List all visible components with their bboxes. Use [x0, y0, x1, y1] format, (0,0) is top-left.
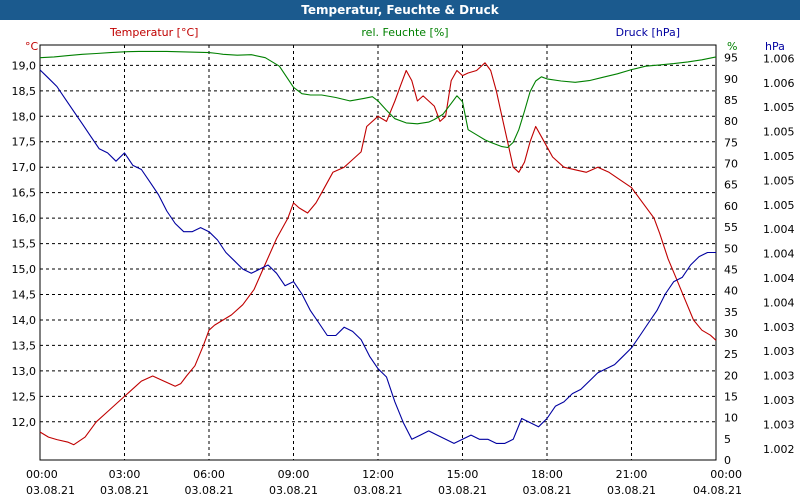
pressure-tick-label: 1.006: [763, 77, 795, 90]
temperature-tick-label: 14,5: [12, 289, 37, 302]
pressure-tick-label: 1.003: [763, 418, 795, 431]
temperature-tick-label: 16,5: [12, 187, 37, 200]
pressure-tick-label: 1.005: [763, 126, 795, 139]
humidity-tick-label: 20: [724, 369, 738, 382]
temperature-tick-label: 15,5: [12, 238, 37, 251]
x-tick-time: 18:00: [531, 468, 563, 481]
temperature-tick-label: 12,0: [12, 416, 37, 429]
temperature-axis-label: Temperatur [°C]: [109, 26, 198, 39]
humidity-tick-label: 35: [724, 306, 738, 319]
x-tick-date: 03.08.21: [100, 484, 149, 497]
temperature-tick-label: 14,0: [12, 314, 37, 327]
humidity-tick-label: 15: [724, 390, 738, 403]
x-tick-date: 03.08.21: [26, 484, 75, 497]
pressure-tick-label: 1.005: [763, 174, 795, 187]
x-tick-time: 15:00: [447, 468, 479, 481]
x-tick-time: 21:00: [616, 468, 648, 481]
x-tick-time: 00:00: [26, 468, 58, 481]
pressure-tick-label: 1.005: [763, 101, 795, 114]
humidity-tick-label: 55: [724, 221, 738, 234]
pressure-unit: hPa: [765, 40, 785, 53]
x-tick-date: 03.08.21: [607, 484, 656, 497]
x-tick-date: 03.08.21: [354, 484, 403, 497]
x-tick-date: 03.08.21: [185, 484, 234, 497]
temperature-line: [39, 62, 717, 446]
humidity-tick-label: 90: [724, 73, 738, 86]
pressure-line: [39, 69, 716, 444]
pressure-tick-label: 1.003: [763, 370, 795, 383]
pressure-tick-label: 1.005: [763, 150, 795, 163]
pressure-tick-label: 1.004: [763, 296, 795, 309]
temperature-tick-label: 17,0: [12, 161, 37, 174]
humidity-tick-label: 65: [724, 179, 738, 192]
pressure-tick-label: 1.006: [763, 52, 795, 65]
humidity-tick-label: 30: [724, 327, 738, 340]
humidity-line: [39, 50, 717, 149]
pressure-tick-label: 1.004: [763, 223, 795, 236]
temperature-tick-label: 13,0: [12, 365, 37, 378]
pressure-tick-label: 1.002: [763, 443, 795, 456]
humidity-tick-label: 10: [724, 412, 738, 425]
temperature-tick-label: 16,0: [12, 212, 37, 225]
temperature-tick-label: 15,0: [12, 263, 37, 276]
x-tick-time: 00:00: [710, 468, 742, 481]
chart-title: Temperatur, Feuchte & Druck: [0, 0, 800, 20]
pressure-tick-label: 1.003: [763, 394, 795, 407]
x-tick-time: 12:00: [362, 468, 394, 481]
x-tick-date: 03.08.21: [438, 484, 487, 497]
humidity-tick-label: 0: [724, 454, 731, 467]
pressure-axis-label: Druck [hPa]: [616, 26, 680, 39]
temperature-tick-label: 12,5: [12, 390, 37, 403]
pressure-tick-label: 1.003: [763, 321, 795, 334]
humidity-tick-label: 25: [724, 348, 738, 361]
humidity-tick-label: 70: [724, 158, 738, 171]
humidity-tick-label: 85: [724, 94, 738, 107]
x-tick-date: 03.08.21: [523, 484, 572, 497]
humidity-tick-label: 60: [724, 200, 738, 213]
x-tick-date: 03.08.21: [269, 484, 318, 497]
temperature-tick-label: 13,5: [12, 339, 37, 352]
temperature-tick-label: 19,0: [12, 59, 37, 72]
humidity-tick-label: 95: [724, 52, 738, 65]
humidity-tick-label: 50: [724, 242, 738, 255]
axes: 00:00 03.08.21 03:00 03.08.21 06:00 03.08.21 0…: [12, 52, 795, 497]
pressure-tick-label: 1.005: [763, 199, 795, 212]
temperature-tick-label: 18,0: [12, 110, 37, 123]
pressure-tick-label: 1.003: [763, 345, 795, 358]
x-tick-time: 06:00: [193, 468, 225, 481]
x-tick-time: 09:00: [278, 468, 310, 481]
humidity-axis-label: rel. Feuchte [%]: [361, 26, 448, 39]
plot-area: [39, 44, 717, 461]
temperature-tick-label: 18,5: [12, 85, 37, 98]
humidity-tick-label: 80: [724, 115, 738, 128]
humidity-tick-label: 5: [724, 433, 731, 446]
temperature-unit: °C: [25, 40, 39, 53]
humidity-tick-label: 75: [724, 136, 738, 149]
x-tick-date: 04.08.21: [693, 484, 742, 497]
humidity-tick-label: 45: [724, 263, 738, 276]
pressure-tick-label: 1.004: [763, 272, 795, 285]
humidity-tick-label: 40: [724, 285, 738, 298]
humidity-unit: %: [727, 40, 737, 53]
temperature-tick-label: 17,5: [12, 136, 37, 149]
series-lines: [39, 50, 717, 446]
pressure-tick-label: 1.004: [763, 248, 795, 261]
x-tick-time: 03:00: [109, 468, 141, 481]
